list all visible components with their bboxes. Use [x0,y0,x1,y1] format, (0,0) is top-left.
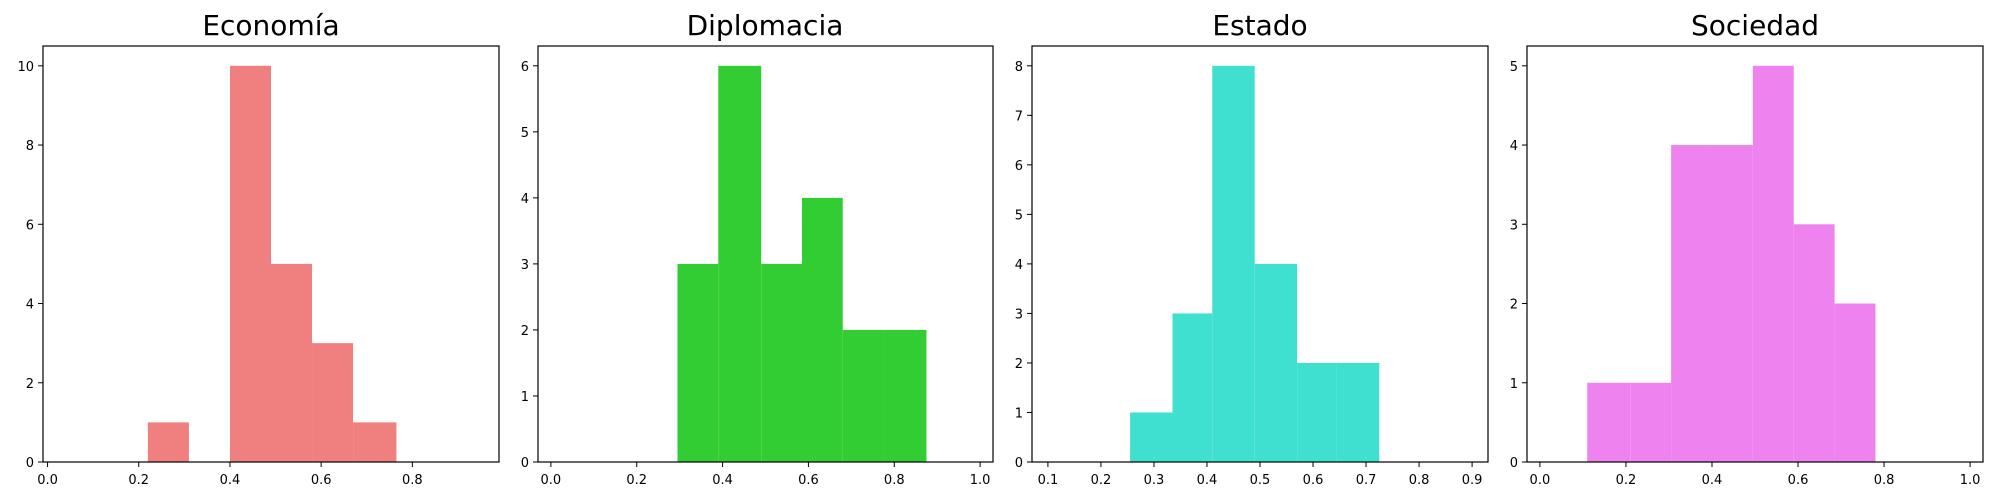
panel-title: Economía [202,9,339,42]
y-tick-label: 5 [1510,60,1518,75]
y-tick-label: 5 [521,126,529,141]
x-tick-label: 0.4 [220,473,241,488]
y-tick-label: 6 [521,60,529,75]
histogram-bar [1336,362,1380,462]
x-tick-label: 0.3 [1144,473,1165,488]
x-tick-label: 0.5 [1250,473,1271,488]
x-tick-label: 0.0 [1530,473,1551,488]
histogram-bar [677,263,719,462]
y-tick-label: 5 [1015,208,1023,223]
panel-title: Sociedad [1691,9,1819,42]
x-tick-label: 1.0 [1960,473,1981,488]
y-tick-label: 4 [1510,139,1518,154]
x-tick-label: 1.0 [970,473,991,488]
histogram-bar [1834,303,1876,462]
y-tick-label: 4 [26,298,34,313]
y-tick-label: 6 [1015,159,1023,174]
x-tick-label: 0.0 [37,473,58,488]
y-tick-label: 1 [1510,377,1518,392]
histogram-bar [1752,65,1794,462]
x-tick-label: 0.4 [712,473,733,488]
histogram-bar [271,263,313,462]
x-tick-label: 0.2 [1091,473,1112,488]
histogram-bar [1671,145,1712,463]
panel-estado: Estado 0.1 0.2 0.3 0.4 0.5 0.6 0.7 0.8 0.9 0 1 2 3 4 5… [1015,9,1489,488]
x-tick-label: 0.6 [1788,473,1809,488]
histogram-bar [1297,362,1337,462]
y-tick-label: 8 [1015,60,1023,75]
panel-sociedad: Sociedad 0.0 0.2 0.4 0.6 0.8 1.0 0 1 2 3 4 5 [1510,9,1984,488]
y-tick-label: 7 [1015,109,1023,124]
x-tick-label: 0.4 [1702,473,1723,488]
y-tick-label: 3 [1015,307,1023,322]
histogram-bar [718,65,762,462]
y-tick-label: 10 [17,60,34,75]
y-tick-label: 8 [26,139,34,154]
histogram-bar [229,65,271,462]
histogram-bar [147,422,189,462]
y-tick-label: 2 [26,377,34,392]
y-tick-label: 4 [1015,258,1023,273]
y-tick-label: 6 [26,218,34,233]
axes-frame [537,45,994,463]
y-tick-label: 3 [521,258,529,273]
y-tick-label: 2 [1510,298,1518,313]
panel-economia: Economía 0.0 0.2 0.4 0.6 0.8 0 2 4 6 8 10 [17,9,500,488]
x-tick-label: 0.8 [1409,473,1430,488]
x-tick-label: 0.1 [1038,473,1059,488]
y-tick-label: 1 [521,390,529,405]
axes-frame [42,45,500,463]
x-tick-label: 0.8 [402,473,423,488]
y-tick-label: 0 [26,456,34,471]
y-tick-label: 0 [1510,456,1518,471]
x-tick-label: 0.2 [128,473,149,488]
x-tick-label: 0.0 [541,473,562,488]
y-tick-label: 0 [1015,456,1023,471]
x-tick-label: 0.2 [626,473,647,488]
x-tick-label: 0.9 [1462,473,1483,488]
x-tick-label: 0.6 [311,473,332,488]
histogram-bar [1212,65,1255,462]
histogram-bar [1587,382,1631,462]
y-tick-label: 4 [521,192,529,207]
y-tick-label: 1 [1015,406,1023,421]
histogram-bar [1172,313,1213,462]
y-tick-label: 2 [521,324,529,339]
x-tick-label: 0.8 [884,473,905,488]
x-tick-label: 0.6 [798,473,819,488]
histogram-bar [312,343,354,462]
histogram-bar [353,422,397,462]
x-tick-label: 0.2 [1616,473,1637,488]
histogram-bar [1711,145,1753,463]
x-tick-label: 0.7 [1356,473,1377,488]
histogram-bar [1254,263,1298,462]
x-tick-label: 0.6 [1303,473,1324,488]
x-tick-label: 0.4 [1197,473,1218,488]
panel-diplomacia: Diplomacia 0.0 0.2 0.4 0.6 0.8 1.0 0 1 2 3 4 5 6 [521,9,994,488]
y-tick-label: 2 [1015,357,1023,372]
histogram-bar [761,263,802,462]
axes-frame [1526,45,1984,463]
panel-title: Estado [1212,9,1307,42]
panel-title: Diplomacia [687,9,844,42]
histogram-bar [1130,412,1173,462]
y-tick-label: 0 [521,456,529,471]
histogram-bar [883,329,927,462]
histogram-bar [842,329,884,462]
x-tick-label: 0.8 [1874,473,1895,488]
histogram-bar [801,197,843,462]
histogram-bar [1630,382,1672,462]
y-tick-label: 3 [1510,218,1518,233]
histogram-bar [1793,224,1835,462]
